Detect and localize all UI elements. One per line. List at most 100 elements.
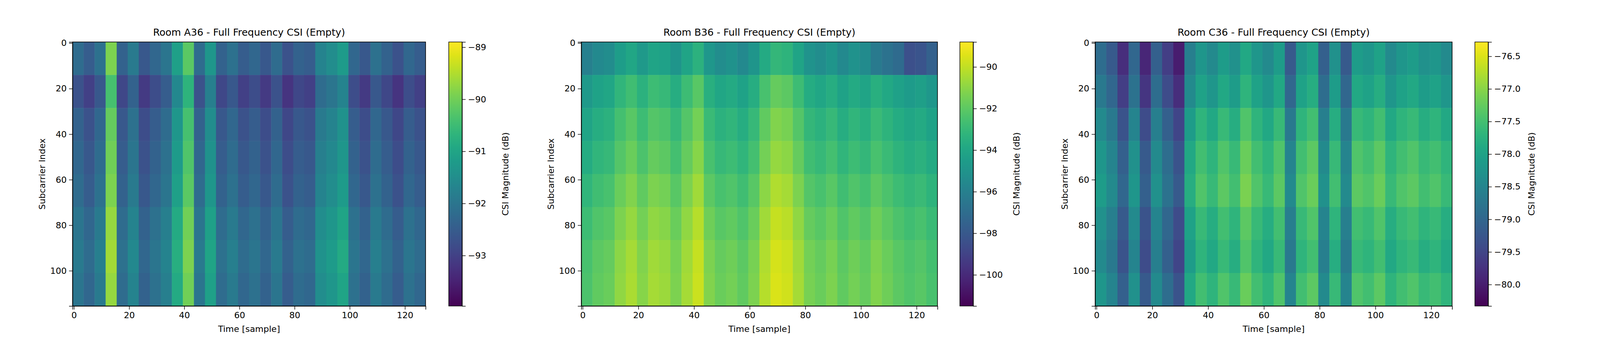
y-axis-label: Subcarrier Index	[546, 138, 556, 210]
heatmap-cell	[315, 207, 327, 241]
heatmap-cell	[72, 273, 84, 306]
heatmap-cell	[670, 41, 682, 76]
heatmap-cell	[715, 174, 727, 208]
tick-label: −89	[467, 42, 487, 53]
tick-label: 40	[1202, 310, 1214, 321]
heatmap-cell	[637, 107, 649, 142]
tick: −93	[462, 250, 487, 261]
heatmap-cell	[1441, 140, 1453, 175]
heatmap-cell	[603, 240, 616, 274]
heatmap-cell	[1195, 273, 1207, 306]
panel: 020406080100120020406080100Room B36 - Fu…	[546, 26, 1022, 334]
heatmap-cell	[149, 74, 162, 109]
heatmap-cell	[659, 41, 671, 76]
heatmap-cell	[216, 174, 228, 208]
heatmap-cell	[881, 207, 894, 241]
heatmap-cell	[1374, 240, 1386, 274]
tick-label: 100	[558, 265, 576, 276]
tick: 0	[71, 305, 77, 321]
heatmap-cell	[748, 240, 760, 274]
heatmap-cell	[614, 74, 627, 109]
heatmap-cell	[1128, 240, 1140, 274]
tick-label: 60	[55, 174, 67, 185]
heatmap-cell	[726, 140, 738, 175]
tick-label: −93	[467, 250, 487, 261]
tick-label: −79.0	[1494, 214, 1521, 225]
tick: −90	[462, 94, 487, 105]
heatmap-cell	[904, 207, 916, 241]
heatmap-cell	[271, 174, 283, 208]
heatmap-cell	[1273, 273, 1286, 306]
heatmap-cell	[893, 140, 905, 175]
heatmap-cell	[127, 207, 140, 241]
heatmap-cell	[1340, 273, 1353, 306]
axis-line	[581, 306, 938, 310]
heatmap-cell	[692, 174, 705, 208]
tick: −92	[462, 198, 487, 209]
heatmap-cell	[149, 140, 162, 175]
heatmap-cell	[238, 207, 250, 241]
heatmap-cell	[315, 140, 327, 175]
heatmap-cell	[870, 107, 883, 142]
heatmap-cell	[681, 41, 693, 76]
heatmap-cell	[315, 41, 327, 76]
tick-label: −100	[979, 269, 1003, 280]
heatmap-cell	[1228, 273, 1241, 306]
tick: 120	[396, 305, 414, 321]
heatmap-cell	[1429, 240, 1442, 274]
heatmap-cell	[1262, 174, 1275, 208]
heatmap-cell	[348, 74, 360, 109]
heatmap-cell	[670, 240, 682, 274]
heatmap-cell	[160, 74, 173, 109]
heatmap-cell	[1095, 240, 1107, 274]
heatmap-cell	[160, 41, 173, 76]
heatmap-cell	[592, 174, 604, 208]
heatmap-cell	[703, 207, 716, 241]
heatmap-cell	[848, 174, 860, 208]
heatmap-cell	[403, 174, 416, 208]
x-axis-label: Time [sample]	[728, 324, 791, 334]
tick-mark	[1488, 154, 1492, 155]
heatmap-cell	[260, 74, 272, 109]
tick-mark	[973, 191, 977, 192]
heatmap-cell	[1296, 207, 1308, 241]
colorbar-label: CSI Magnitude (dB)	[1011, 132, 1022, 216]
heatmap-cell	[1374, 273, 1386, 306]
axis-line	[72, 306, 426, 310]
heatmap-cell	[1206, 207, 1218, 241]
heatmap-cell	[149, 174, 162, 208]
heatmap-cell	[837, 240, 849, 274]
heatmap-cell	[326, 174, 338, 208]
colorbar-label: CSI Magnitude (dB)	[500, 132, 511, 216]
heatmap-cell	[670, 273, 682, 306]
heatmap-cell	[659, 140, 671, 175]
heatmap-cell	[216, 273, 228, 306]
heatmap-cell	[737, 174, 749, 208]
heatmap-cell	[1441, 174, 1453, 208]
heatmap-cell	[726, 207, 738, 241]
heatmap-cell	[1407, 240, 1419, 274]
heatmap-cell	[1217, 140, 1230, 175]
tick: 20	[633, 305, 645, 321]
heatmap-cell	[681, 107, 693, 142]
tick-label: −94	[979, 145, 998, 155]
heatmap-cell	[1396, 273, 1408, 306]
heatmap-cell	[260, 140, 272, 175]
heatmap-cell	[127, 74, 140, 109]
heatmap-cell	[915, 41, 927, 76]
heatmap-cell	[703, 240, 716, 274]
heatmap-cell	[1095, 74, 1107, 109]
heatmap-cell	[592, 41, 604, 76]
heatmap-cell	[1206, 174, 1218, 208]
heatmap-cell	[1139, 140, 1152, 175]
heatmap-cell	[403, 41, 416, 76]
heatmap-cell	[893, 107, 905, 142]
heatmap-cell	[915, 273, 927, 306]
heatmap-cell	[1195, 107, 1207, 142]
heatmap-cell	[737, 74, 749, 109]
heatmap-cell	[1251, 140, 1263, 175]
tick-mark	[1319, 305, 1320, 310]
heatmap-cell	[171, 240, 184, 274]
tick-mark	[239, 305, 240, 310]
tick: 0	[61, 38, 73, 48]
